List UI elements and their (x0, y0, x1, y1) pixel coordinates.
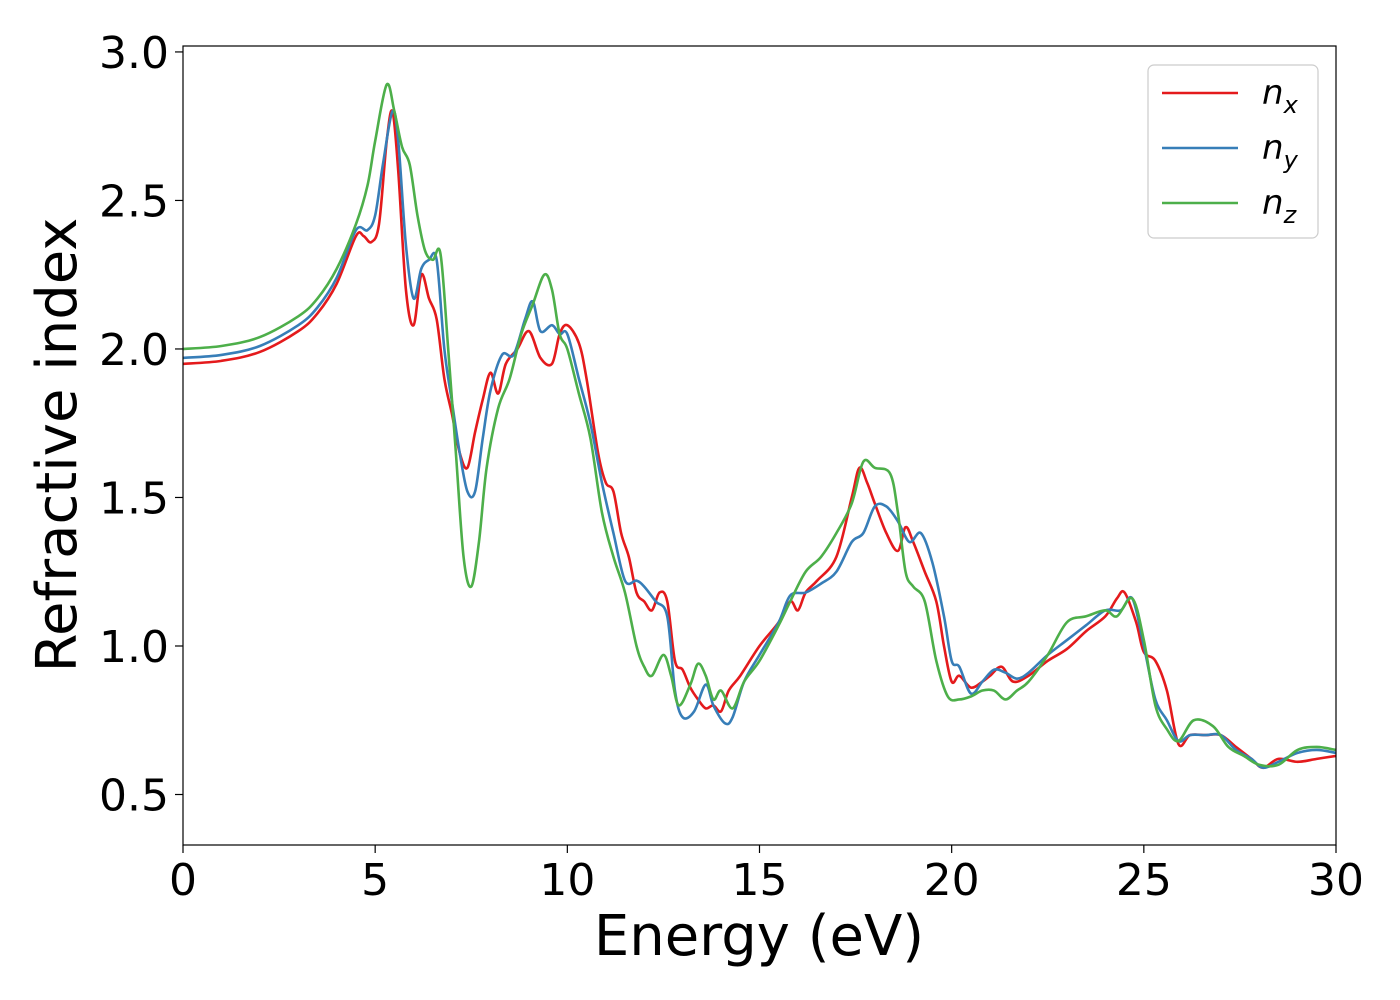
y-axis-title: Refractive index (25, 218, 90, 673)
series-line-nx (183, 109, 1336, 770)
legend-label-nx: nx (1262, 73, 1299, 119)
y-tick-label: 1.0 (99, 622, 169, 673)
y-tick-label: 1.5 (99, 473, 169, 524)
y-tick-label: 2.5 (99, 176, 169, 227)
legend-frame (1147, 64, 1319, 239)
x-tick-label: 15 (732, 855, 788, 906)
series-layer (183, 82, 1336, 770)
legend-label-nz: nz (1262, 183, 1298, 229)
y-axis: 0.5 1.0 1.5 2.0 2.5 3.0 (99, 28, 183, 822)
legend-label-ny: ny (1262, 128, 1299, 174)
x-axis: 0 5 10 15 20 25 30 (169, 845, 1364, 906)
x-tick-label: 0 (169, 855, 197, 906)
x-tick-label: 5 (361, 855, 389, 906)
x-tick-label: 30 (1308, 855, 1364, 906)
x-tick-label: 25 (1116, 855, 1172, 906)
x-axis-title: Energy (eV) (594, 904, 924, 969)
plot-background (183, 46, 1336, 845)
y-tick-label: 2.0 (99, 325, 169, 376)
x-tick-label: 20 (924, 855, 980, 906)
y-tick-label: 3.0 (99, 28, 169, 79)
x-tick-label: 10 (539, 855, 595, 906)
series-line-ny (183, 109, 1336, 770)
series-line-nz (183, 82, 1336, 768)
legend: nx ny nz (1147, 64, 1319, 239)
y-tick-label: 0.5 (99, 771, 169, 822)
